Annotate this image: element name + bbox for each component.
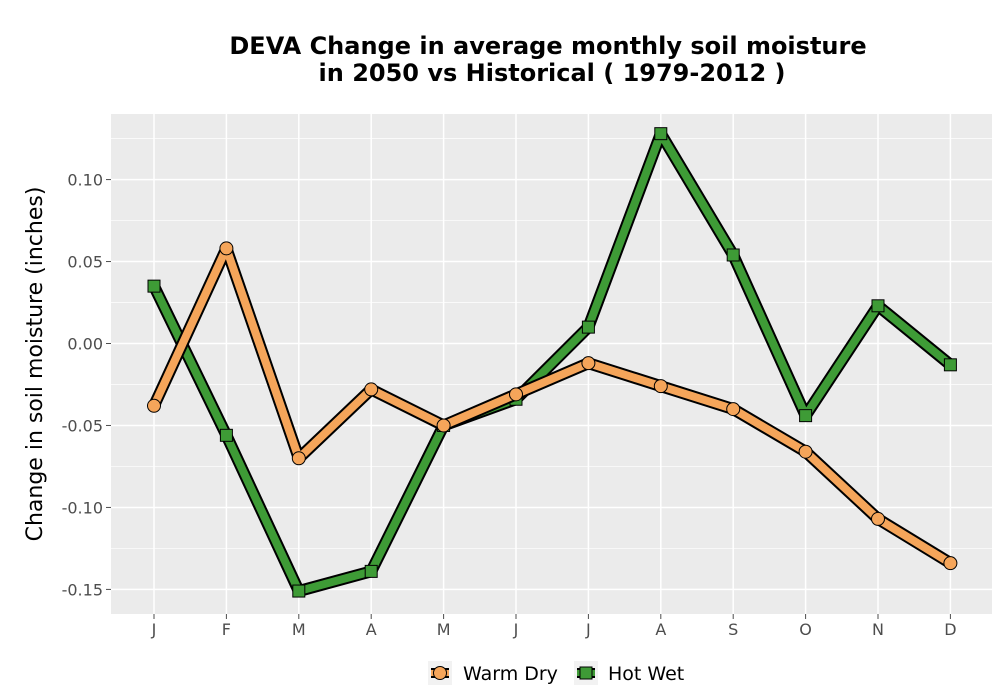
x-tick-label: F bbox=[222, 620, 231, 639]
data-point bbox=[943, 358, 957, 372]
data-point bbox=[581, 356, 596, 371]
x-tick-label: S bbox=[728, 620, 738, 639]
series-line bbox=[150, 129, 955, 596]
x-tick-label: J bbox=[585, 620, 591, 639]
y-tick-label: -0.15 bbox=[62, 580, 103, 599]
data-point bbox=[653, 379, 668, 394]
series-warm-dry bbox=[147, 241, 958, 571]
y-axis-ticks: -0.15 -0.10 -0.05 0.00 0.05 0.10 bbox=[62, 171, 111, 599]
data-point bbox=[364, 382, 379, 397]
x-tick-label: J bbox=[513, 620, 519, 639]
data-point bbox=[726, 248, 740, 262]
chart-title-line1: DEVA Change in average monthly soil mois… bbox=[229, 32, 866, 60]
series-layer bbox=[147, 127, 958, 598]
data-point bbox=[798, 444, 813, 459]
data-point bbox=[799, 409, 813, 423]
chart-title-line2: in 2050 vs Historical ( 1979-2012 ) bbox=[319, 59, 786, 87]
legend-key-marker bbox=[579, 666, 593, 680]
x-tick-label: A bbox=[655, 620, 666, 639]
x-tick-label: J bbox=[151, 620, 157, 639]
y-tick-label: 0.05 bbox=[67, 253, 103, 272]
series-line bbox=[150, 244, 955, 568]
data-point bbox=[436, 418, 451, 433]
legend: Warm Dry Hot Wet bbox=[428, 661, 684, 685]
x-tick-label: N bbox=[872, 620, 884, 639]
x-tick-label: O bbox=[799, 620, 812, 639]
legend-label: Hot Wet bbox=[608, 663, 684, 685]
y-axis-title: Change in soil moisture (inches) bbox=[23, 187, 48, 542]
y-tick-label: 0.10 bbox=[67, 171, 103, 190]
x-tick-label: D bbox=[944, 620, 956, 639]
legend-key-marker bbox=[433, 666, 447, 680]
data-point bbox=[147, 398, 161, 413]
data-point bbox=[147, 279, 161, 293]
x-tick-label: M bbox=[292, 620, 306, 639]
data-point bbox=[292, 584, 306, 598]
y-tick-label: -0.10 bbox=[62, 498, 103, 517]
legend-label: Warm Dry bbox=[463, 663, 558, 685]
x-tick-label: M bbox=[437, 620, 451, 639]
x-tick-label: A bbox=[366, 620, 377, 639]
data-point bbox=[871, 299, 885, 313]
data-point bbox=[509, 387, 523, 402]
legend-item-hot-wet: Hot Wet bbox=[574, 661, 684, 685]
data-point bbox=[654, 127, 668, 141]
data-point bbox=[581, 320, 595, 334]
y-tick-label: 0.00 bbox=[67, 335, 103, 354]
data-point bbox=[219, 241, 234, 256]
data-point bbox=[871, 511, 885, 526]
data-point bbox=[943, 556, 958, 571]
data-point bbox=[726, 402, 741, 417]
data-point bbox=[291, 451, 306, 466]
data-point bbox=[364, 564, 378, 578]
data-point bbox=[219, 428, 233, 442]
y-tick-label: -0.05 bbox=[62, 416, 103, 435]
legend-item-warm-dry: Warm Dry bbox=[428, 661, 558, 685]
